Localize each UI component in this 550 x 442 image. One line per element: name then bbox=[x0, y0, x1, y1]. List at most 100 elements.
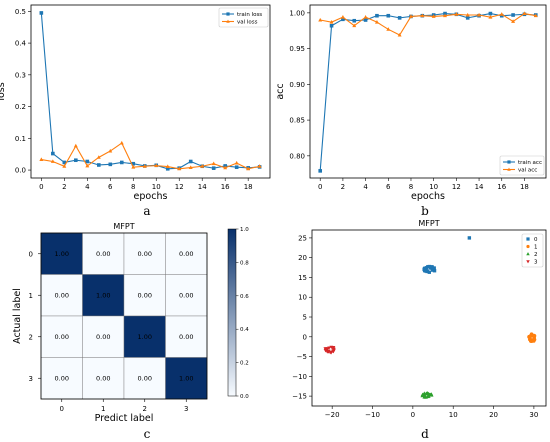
cell-value-label: 0.00 bbox=[179, 291, 193, 299]
y-tick-label: 25 bbox=[298, 234, 307, 242]
y-tick-label: 0.2 bbox=[15, 103, 26, 111]
legend-marker bbox=[526, 237, 530, 241]
cell-value-label: 0.00 bbox=[55, 374, 69, 382]
colorbar-tick-label: 0.0 bbox=[240, 394, 249, 400]
cluster-0-point bbox=[423, 267, 427, 271]
data-point bbox=[246, 166, 251, 171]
data-point bbox=[375, 13, 379, 18]
cluster-0-outlier-point bbox=[467, 236, 472, 240]
y-tick-label: 0.85 bbox=[289, 117, 305, 125]
cell-value-label: 0.00 bbox=[179, 250, 193, 258]
data-point bbox=[386, 27, 391, 31]
data-point bbox=[62, 160, 67, 165]
cell-value-label: 0.00 bbox=[96, 250, 110, 258]
data-point bbox=[257, 164, 262, 168]
data-point bbox=[62, 164, 67, 168]
cell-value-label: 1.00 bbox=[55, 250, 69, 258]
data-point bbox=[50, 159, 55, 163]
data-point bbox=[533, 13, 538, 18]
cluster-2-point bbox=[429, 392, 434, 397]
matrix-frame bbox=[40, 232, 208, 400]
matrix-cell bbox=[165, 315, 208, 358]
cell-value-label: 0.00 bbox=[179, 333, 193, 341]
data-point bbox=[318, 169, 323, 173]
data-point bbox=[165, 164, 170, 169]
cluster-1-point bbox=[532, 333, 536, 338]
data-point bbox=[73, 143, 78, 148]
legend-label: train loss bbox=[237, 12, 262, 18]
y-tick-label: 0.95 bbox=[289, 45, 305, 53]
caption-b: b bbox=[421, 204, 429, 218]
matrix-cell bbox=[123, 274, 166, 317]
data-point bbox=[96, 163, 101, 167]
x-tick-label: 0 bbox=[39, 183, 43, 191]
data-point bbox=[488, 14, 493, 19]
x-tick-label: 10 bbox=[429, 183, 438, 191]
cluster-2-point bbox=[422, 391, 427, 395]
x-tick-label: 6 bbox=[386, 183, 391, 191]
data-point bbox=[108, 162, 113, 167]
data-point bbox=[465, 12, 470, 17]
cell-value-label: 0.00 bbox=[55, 291, 69, 299]
y-tick-label: 10 bbox=[298, 294, 307, 302]
x-category-label: 0 bbox=[60, 405, 64, 413]
data-point bbox=[211, 161, 216, 166]
x-tick-label: 16 bbox=[497, 183, 506, 191]
x-tick-label: 4 bbox=[85, 183, 90, 191]
data-point bbox=[431, 14, 436, 18]
x-tick-label: 10 bbox=[152, 183, 161, 191]
legend-label: 0 bbox=[534, 237, 538, 243]
caption-a: a bbox=[143, 204, 150, 218]
cell-value-label: 1.00 bbox=[96, 291, 110, 299]
x-tick-label: −10 bbox=[365, 411, 380, 419]
data-point bbox=[329, 23, 334, 28]
cluster-1-point bbox=[528, 337, 532, 342]
cluster-0-point bbox=[427, 264, 432, 269]
colorbar-tick-label: 0.6 bbox=[240, 294, 249, 300]
legend-marker bbox=[226, 12, 230, 16]
matrix-cell bbox=[40, 357, 83, 400]
legend-marker bbox=[526, 252, 530, 256]
cluster-3-point bbox=[327, 346, 331, 350]
x-tick-label: 0 bbox=[411, 411, 415, 419]
series-line-train-acc bbox=[319, 13, 536, 171]
x-category-label: 3 bbox=[184, 405, 188, 413]
data-point bbox=[374, 19, 379, 24]
cluster-0-point bbox=[427, 270, 431, 274]
data-point bbox=[465, 16, 470, 20]
chart-title: MFPT bbox=[418, 219, 439, 228]
data-point bbox=[234, 160, 239, 165]
legend-marker bbox=[507, 160, 511, 164]
data-point bbox=[352, 23, 357, 28]
data-point bbox=[397, 16, 402, 20]
matrix-cell bbox=[82, 315, 125, 358]
data-point bbox=[188, 159, 193, 164]
cell-value-label: 0.00 bbox=[96, 374, 110, 382]
y-axis-label: loss bbox=[0, 82, 7, 100]
y-tick-label: −5 bbox=[297, 353, 307, 361]
data-point bbox=[499, 12, 504, 16]
data-point bbox=[39, 11, 44, 15]
matrix-cell bbox=[165, 274, 208, 317]
y-tick-label: 0.90 bbox=[289, 81, 305, 89]
cluster-0-point bbox=[432, 269, 437, 273]
legend-label: train acc bbox=[518, 160, 542, 166]
y-tick-label: 0.80 bbox=[289, 152, 305, 160]
legend-label: 2 bbox=[534, 252, 538, 258]
data-point bbox=[39, 157, 44, 162]
data-point bbox=[165, 166, 170, 171]
y-tick-label: 1.00 bbox=[289, 9, 305, 17]
legend-box bbox=[521, 233, 544, 268]
x-category-label: 2 bbox=[143, 405, 147, 413]
accuracy-chart: 0 2 4 6 8 10 12 14 16 18 0.80 0.85 0.90 0.95 1.00 epoch… bbox=[275, 4, 547, 202]
x-tick-label: 8 bbox=[409, 183, 413, 191]
x-tick-label: 16 bbox=[221, 183, 230, 191]
x-category-label: 1 bbox=[101, 405, 105, 413]
data-point bbox=[131, 161, 136, 166]
data-point bbox=[454, 12, 459, 16]
y-axis-label: acc bbox=[275, 83, 286, 99]
legend-label: 1 bbox=[534, 245, 538, 251]
cell-value-label: 0.00 bbox=[138, 250, 152, 258]
legend-label: 3 bbox=[534, 260, 538, 266]
